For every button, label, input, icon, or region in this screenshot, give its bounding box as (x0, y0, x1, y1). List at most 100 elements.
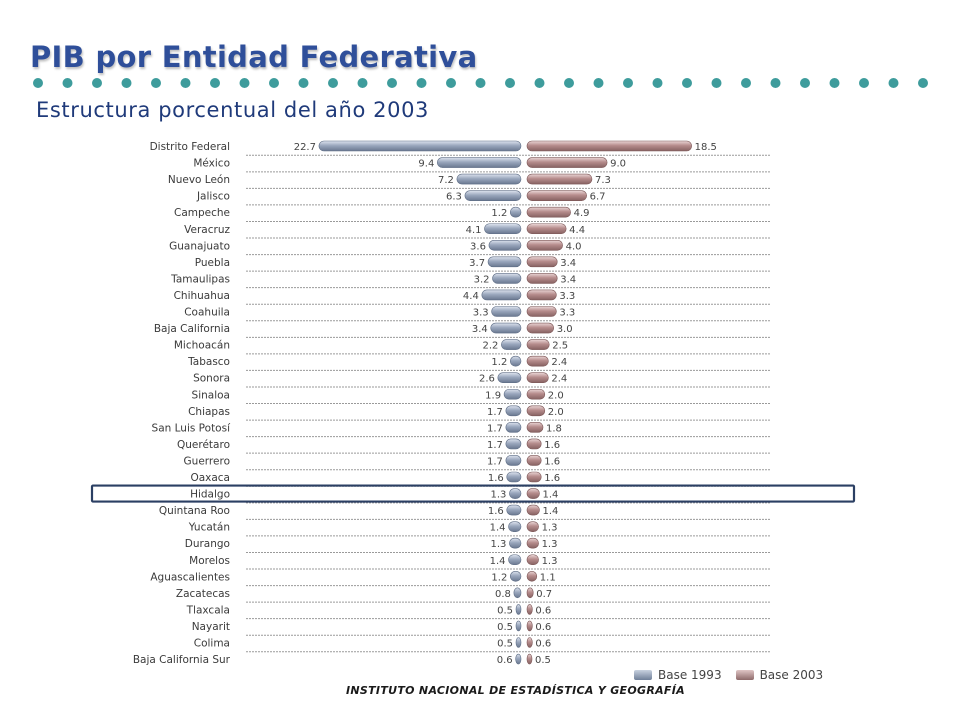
bar-1993 (513, 587, 522, 599)
legend-swatch-1993 (634, 670, 652, 680)
bar-1993 (490, 322, 522, 334)
category-label: Durango (185, 538, 230, 550)
bar-2003 (526, 620, 533, 632)
bar-1993 (515, 653, 522, 665)
category-label: Nayarit (192, 621, 230, 633)
value-label-2003: 3.0 (557, 324, 573, 335)
bar-2003 (526, 206, 571, 218)
bar-2003 (526, 289, 557, 301)
value-label-1993: 2.6 (479, 374, 495, 385)
chart-legend: Base 1993 Base 2003 (634, 668, 837, 682)
category-label: Sinaloa (192, 389, 230, 401)
decorative-dot (239, 78, 250, 88)
decorative-dot (446, 78, 456, 88)
value-label-1993: 0.5 (497, 605, 513, 616)
category-label: Hidalgo (190, 489, 230, 501)
bar-1993 (505, 405, 522, 417)
value-label-2003: 7.3 (595, 175, 611, 186)
category-label: Chihuahua (174, 290, 230, 302)
bar-2003 (526, 438, 542, 450)
value-label-1993: 2.2 (483, 341, 499, 352)
value-label-1993: 1.7 (487, 423, 503, 434)
value-label-2003: 2.0 (548, 390, 564, 401)
bar-1993 (503, 388, 522, 400)
value-label-2003: 0.6 (535, 605, 551, 616)
bar-1993 (515, 620, 522, 632)
bar-1993 (491, 306, 522, 317)
value-label-2003: 18.5 (695, 142, 717, 153)
bar-1993 (501, 339, 522, 350)
value-label-2003: 4.0 (566, 241, 582, 252)
value-label-2003: 0.6 (535, 639, 551, 650)
bar-2003 (526, 388, 546, 400)
category-label: Distrito Federal (150, 141, 230, 153)
decorative-dot (33, 78, 43, 88)
chart-subtitle: Estructura porcentual del año 2003 (36, 98, 430, 122)
category-label: San Luis Potosí (152, 422, 232, 434)
bar-2003 (526, 322, 555, 334)
bar-1993 (510, 206, 522, 218)
bar-2003 (526, 455, 542, 466)
value-label-2003: 1.8 (546, 423, 562, 434)
footer-institution: INSTITUTO NACIONAL DE ESTADÍSTICA Y GEOG… (346, 684, 685, 697)
category-label: Guanajuato (169, 240, 230, 252)
category-label: Tabasco (187, 356, 230, 368)
bar-1993 (487, 256, 522, 268)
legend-item-2003: Base 2003 (735, 668, 824, 682)
value-label-1993: 1.3 (491, 490, 507, 501)
bar-2003 (526, 355, 549, 367)
category-label: Tlaxcala (186, 604, 230, 616)
bar-1993 (509, 488, 522, 499)
bar-1993 (510, 570, 522, 582)
decorative-dot (180, 78, 191, 88)
decorative-dot (269, 78, 279, 88)
bar-1993 (508, 521, 522, 532)
value-label-1993: 1.2 (491, 357, 507, 368)
category-label: Coahuila (184, 307, 230, 319)
value-label-2003: 1.4 (542, 506, 558, 517)
value-label-2003: 1.3 (542, 539, 558, 550)
value-label-1993: 1.7 (487, 440, 503, 451)
decorative-dot (711, 78, 722, 88)
value-label-2003: 3.4 (560, 258, 576, 269)
value-label-1993: 4.4 (463, 291, 479, 302)
value-label-1993: 0.5 (497, 622, 513, 633)
category-label: Baja California Sur (133, 654, 231, 666)
category-label: Guerrero (184, 455, 230, 467)
value-label-2003: 2.0 (548, 407, 564, 418)
value-label-1993: 1.6 (488, 473, 504, 484)
bar-2003 (526, 372, 549, 384)
bar-2003 (526, 140, 692, 152)
bar-2003 (526, 240, 563, 251)
decorative-dot (918, 78, 928, 88)
value-label-2003: 1.3 (542, 523, 558, 534)
bar-1993 (464, 190, 522, 201)
bar-1993 (505, 422, 522, 433)
bar-2003 (526, 604, 533, 615)
decorative-dot (298, 78, 309, 88)
category-label: Veracruz (184, 224, 230, 236)
bar-1993 (505, 438, 522, 450)
bar-2003 (526, 190, 587, 201)
value-label-1993: 1.3 (491, 539, 507, 550)
value-label-2003: 3.3 (559, 308, 575, 319)
value-label-2003: 3.3 (559, 291, 575, 302)
value-label-1993: 22.7 (294, 142, 316, 153)
value-label-1993: 3.2 (474, 274, 490, 285)
decorative-dot (800, 78, 810, 88)
decorative-dot (593, 78, 604, 88)
value-label-2003: 2.4 (551, 374, 567, 385)
legend-label-2003: Base 2003 (759, 668, 824, 682)
bar-2003 (526, 471, 542, 483)
bar-1993 (515, 637, 522, 648)
value-label-1993: 3.4 (472, 324, 488, 335)
value-label-1993: 1.9 (485, 390, 501, 401)
category-label: Baja California (154, 323, 230, 335)
decorative-dot (475, 78, 486, 88)
bar-2003 (526, 504, 540, 516)
bar-2003 (526, 570, 538, 582)
legend-item-1993: Base 1993 (634, 668, 722, 682)
value-label-2003: 4.4 (569, 225, 585, 236)
value-label-2003: 2.4 (551, 357, 567, 368)
bar-2003 (526, 521, 539, 532)
